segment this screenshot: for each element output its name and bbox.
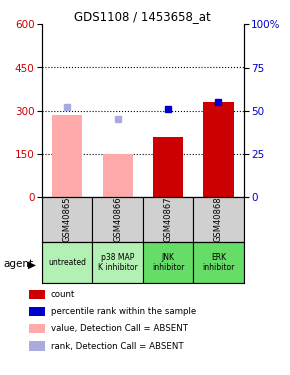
Text: ERK
inhibitor: ERK inhibitor bbox=[202, 253, 235, 272]
Bar bbox=[52, 115, 82, 197]
Text: percentile rank within the sample: percentile rank within the sample bbox=[51, 307, 196, 316]
Bar bbox=[193, 242, 244, 283]
Bar bbox=[93, 197, 143, 242]
Bar bbox=[42, 197, 93, 242]
Bar bbox=[93, 242, 143, 283]
Bar bbox=[103, 154, 133, 197]
Bar bbox=[193, 197, 244, 242]
Text: GSM40867: GSM40867 bbox=[164, 196, 173, 242]
Text: GSM40868: GSM40868 bbox=[214, 196, 223, 242]
Bar bbox=[143, 197, 193, 242]
Text: rank, Detection Call = ABSENT: rank, Detection Call = ABSENT bbox=[51, 342, 183, 351]
Text: GSM40866: GSM40866 bbox=[113, 196, 122, 242]
Bar bbox=[203, 102, 233, 197]
Text: JNK
inhibitor: JNK inhibitor bbox=[152, 253, 184, 272]
Bar bbox=[153, 136, 183, 197]
Bar bbox=[42, 242, 93, 283]
Text: ▶: ▶ bbox=[28, 260, 36, 269]
Text: p38 MAP
K inhibitor: p38 MAP K inhibitor bbox=[98, 253, 137, 272]
Text: count: count bbox=[51, 290, 75, 299]
Text: agent: agent bbox=[3, 260, 33, 269]
Text: GSM40865: GSM40865 bbox=[63, 196, 72, 242]
Bar bbox=[143, 242, 193, 283]
Text: untreated: untreated bbox=[48, 258, 86, 267]
Text: value, Detection Call = ABSENT: value, Detection Call = ABSENT bbox=[51, 324, 188, 333]
Title: GDS1108 / 1453658_at: GDS1108 / 1453658_at bbox=[75, 10, 211, 23]
